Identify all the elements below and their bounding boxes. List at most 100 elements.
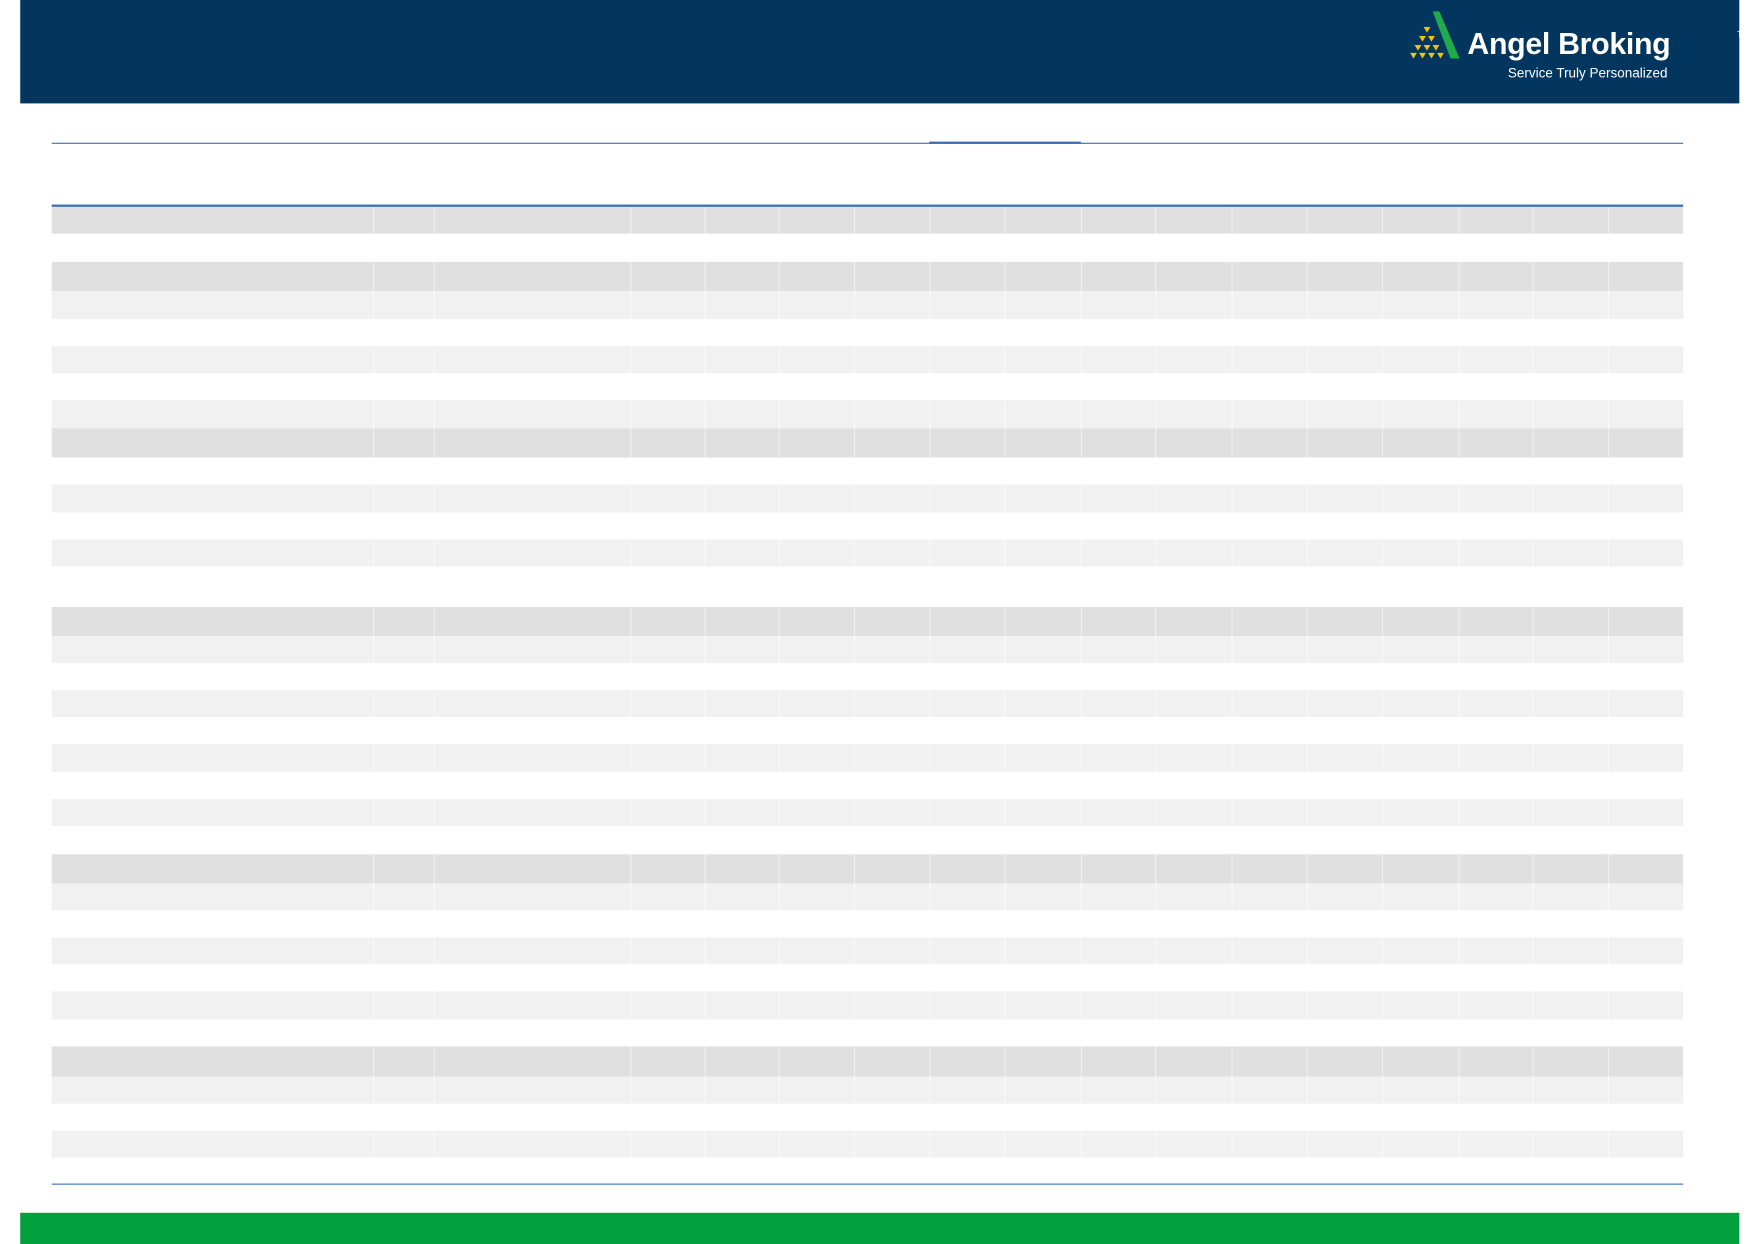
- column-divider: [1382, 690, 1384, 718]
- column-divider: [1306, 539, 1308, 567]
- column-divider: [1155, 484, 1157, 513]
- column-divider: [1155, 606, 1157, 637]
- column-divider: [853, 291, 856, 320]
- column-divider: [1458, 937, 1460, 965]
- column-divider: [929, 484, 931, 513]
- column-divider: [1004, 539, 1006, 567]
- column-divider: [1306, 690, 1308, 718]
- column-divider: [1155, 205, 1157, 234]
- column-divider: [1231, 991, 1233, 1020]
- column-divider: [1080, 1130, 1083, 1158]
- table-row: [51, 964, 1684, 992]
- column-divider: [1004, 1130, 1006, 1158]
- column-divider: [853, 1076, 856, 1104]
- column-divider: [1231, 261, 1233, 292]
- column-divider: [1004, 690, 1006, 718]
- column-divider: [1306, 261, 1308, 292]
- column-divider: [853, 205, 856, 234]
- column-divider: [1306, 636, 1308, 664]
- column-divider: [778, 854, 780, 884]
- column-divider: [1155, 883, 1157, 911]
- column-divider: [1155, 636, 1157, 664]
- table-row: [51, 772, 1684, 800]
- column-divider: [778, 744, 780, 773]
- column-divider: [778, 261, 780, 292]
- table-row: [51, 991, 1684, 1020]
- column-divider: [853, 937, 856, 965]
- column-divider: [778, 690, 780, 718]
- column-divider: [1532, 261, 1534, 292]
- column-divider: [1080, 400, 1083, 429]
- column-divider: [433, 291, 435, 320]
- column-divider: [1004, 937, 1006, 965]
- column-divider: [433, 1130, 435, 1158]
- column-divider: [1382, 261, 1384, 292]
- column-divider: [1080, 539, 1083, 567]
- column-divider: [1004, 400, 1006, 429]
- column-divider: [853, 346, 856, 374]
- column-divider: [929, 1046, 931, 1077]
- column-divider: [1155, 1076, 1157, 1104]
- column-divider: [778, 539, 780, 567]
- column-divider: [1382, 205, 1384, 234]
- column-divider: [1458, 799, 1460, 827]
- column-divider: [1532, 883, 1534, 911]
- column-divider: [630, 606, 632, 637]
- table-row: [51, 663, 1684, 691]
- column-divider: [1382, 636, 1384, 664]
- column-divider: [1004, 606, 1006, 637]
- column-divider: [778, 799, 780, 827]
- column-divider: [1155, 428, 1157, 458]
- column-divider: [1080, 1046, 1083, 1077]
- top-rule-accent: [929, 141, 1081, 144]
- column-divider: [1607, 1076, 1609, 1104]
- column-divider: [929, 1076, 931, 1104]
- column-divider: [704, 606, 706, 637]
- column-divider: [630, 937, 632, 965]
- column-divider: [929, 883, 931, 911]
- table-row: [51, 744, 1684, 773]
- column-divider: [1306, 744, 1308, 773]
- column-divider: [1155, 539, 1157, 567]
- column-divider: [1306, 991, 1308, 1020]
- column-divider: [853, 690, 856, 718]
- column-divider: [1155, 1130, 1157, 1158]
- column-divider: [1004, 484, 1006, 513]
- column-divider: [1306, 400, 1308, 429]
- column-divider: [1231, 1076, 1233, 1104]
- top-rule: [51, 142, 1684, 144]
- column-divider: [1004, 261, 1006, 292]
- column-divider: [704, 400, 706, 429]
- column-divider: [704, 991, 706, 1020]
- column-divider: [1382, 400, 1384, 429]
- column-divider: [853, 1130, 856, 1158]
- column-divider: [1607, 261, 1609, 292]
- column-divider: [1532, 400, 1534, 429]
- column-divider: [1458, 484, 1460, 513]
- column-divider: [1080, 854, 1083, 884]
- header-rule: [51, 204, 1684, 207]
- column-divider: [1458, 1130, 1460, 1158]
- column-divider: [1607, 606, 1609, 637]
- column-divider: [1004, 883, 1006, 911]
- table-row: [51, 233, 1684, 262]
- column-divider: [1004, 428, 1006, 458]
- column-divider: [1607, 346, 1609, 374]
- column-divider: [704, 1130, 706, 1158]
- column-divider: [373, 799, 375, 827]
- header-bar: Angel Broking TM Service Truly Personali…: [20, 0, 1748, 104]
- column-divider: [1607, 799, 1609, 827]
- column-divider: [1231, 636, 1233, 664]
- column-divider: [853, 261, 856, 292]
- column-divider: [433, 400, 435, 429]
- column-divider: [1004, 1076, 1006, 1104]
- column-divider: [704, 484, 706, 513]
- column-divider: [853, 744, 856, 773]
- column-divider: [853, 606, 856, 637]
- column-divider: [1155, 1046, 1157, 1077]
- column-divider: [1532, 205, 1534, 234]
- column-divider: [1532, 744, 1534, 773]
- column-divider: [1231, 346, 1233, 374]
- table-section-row: [51, 1046, 1684, 1077]
- column-divider: [1004, 854, 1006, 884]
